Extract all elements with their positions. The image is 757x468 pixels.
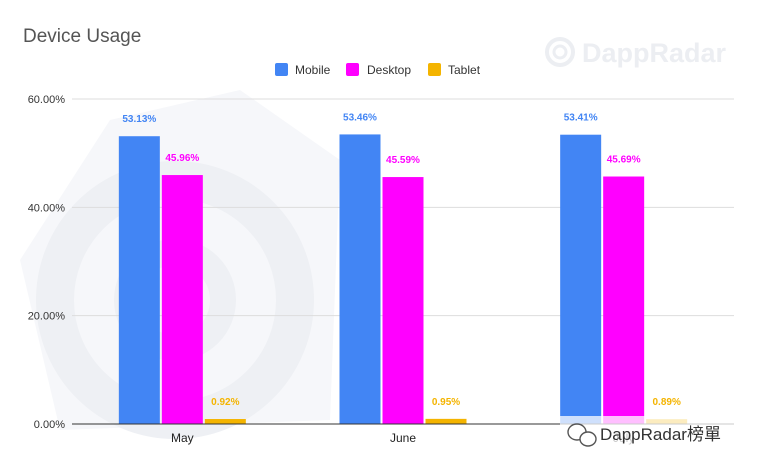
y-tick-label: 40.00%: [28, 202, 66, 214]
data-label-mobile-june: 53.46%: [343, 112, 377, 123]
data-label-tablet-june: 0.95%: [432, 397, 460, 408]
legend: Mobile Desktop Tablet: [275, 63, 481, 77]
bar-mobile-may: [118, 136, 160, 424]
x-category-label: June: [390, 431, 416, 445]
bar-desktop-july: [603, 176, 645, 424]
legend-swatch-desktop: [346, 63, 359, 76]
data-label-tablet-may: 0.92%: [211, 397, 239, 408]
y-axis-tick-labels: 0.00% 20.00% 40.00% 60.00%: [28, 94, 66, 431]
data-label-desktop-june: 45.59%: [386, 155, 420, 166]
chart-title: Device Usage: [23, 26, 141, 47]
legend-item-desktop: Desktop: [346, 63, 411, 77]
wechat-icon: [567, 423, 597, 447]
legend-item-tablet: Tablet: [428, 63, 481, 77]
data-label-mobile-july: 53.41%: [564, 113, 598, 124]
y-tick-label: 0.00%: [34, 419, 65, 431]
legend-item-mobile: Mobile: [275, 63, 331, 77]
data-labels: 53.13% 45.96% 0.92% 53.46% 45.59% 0.95% 53.41%…: [122, 112, 681, 408]
bar-tablet-may: [204, 419, 246, 424]
legend-label-tablet: Tablet: [448, 63, 481, 77]
bar-tablet-june: [425, 418, 467, 424]
bar-desktop-may: [161, 175, 203, 424]
watermark-logo-icon: [545, 37, 575, 67]
bar-mobile-july: [560, 134, 602, 424]
data-label-desktop-may: 45.96%: [165, 153, 199, 164]
data-label-tablet-july: 0.89%: [652, 397, 680, 408]
data-label-mobile-may: 53.13%: [122, 114, 156, 125]
footer-watermark-text: DappRadar榜單: [600, 425, 721, 444]
watermark-brand-text: DappRadar: [582, 38, 727, 68]
bars: [118, 134, 688, 425]
legend-label-desktop: Desktop: [367, 63, 411, 77]
footer-watermark: DappRadar榜單: [560, 416, 757, 452]
x-category-label: May: [171, 431, 194, 445]
bar-mobile-june: [339, 134, 381, 425]
legend-swatch-tablet: [428, 63, 441, 76]
y-tick-label: 60.00%: [28, 94, 66, 106]
data-label-desktop-july: 45.69%: [607, 155, 641, 166]
y-tick-label: 20.00%: [28, 311, 66, 323]
legend-label-mobile: Mobile: [295, 63, 331, 77]
legend-swatch-mobile: [275, 63, 288, 76]
bar-desktop-june: [382, 177, 424, 424]
